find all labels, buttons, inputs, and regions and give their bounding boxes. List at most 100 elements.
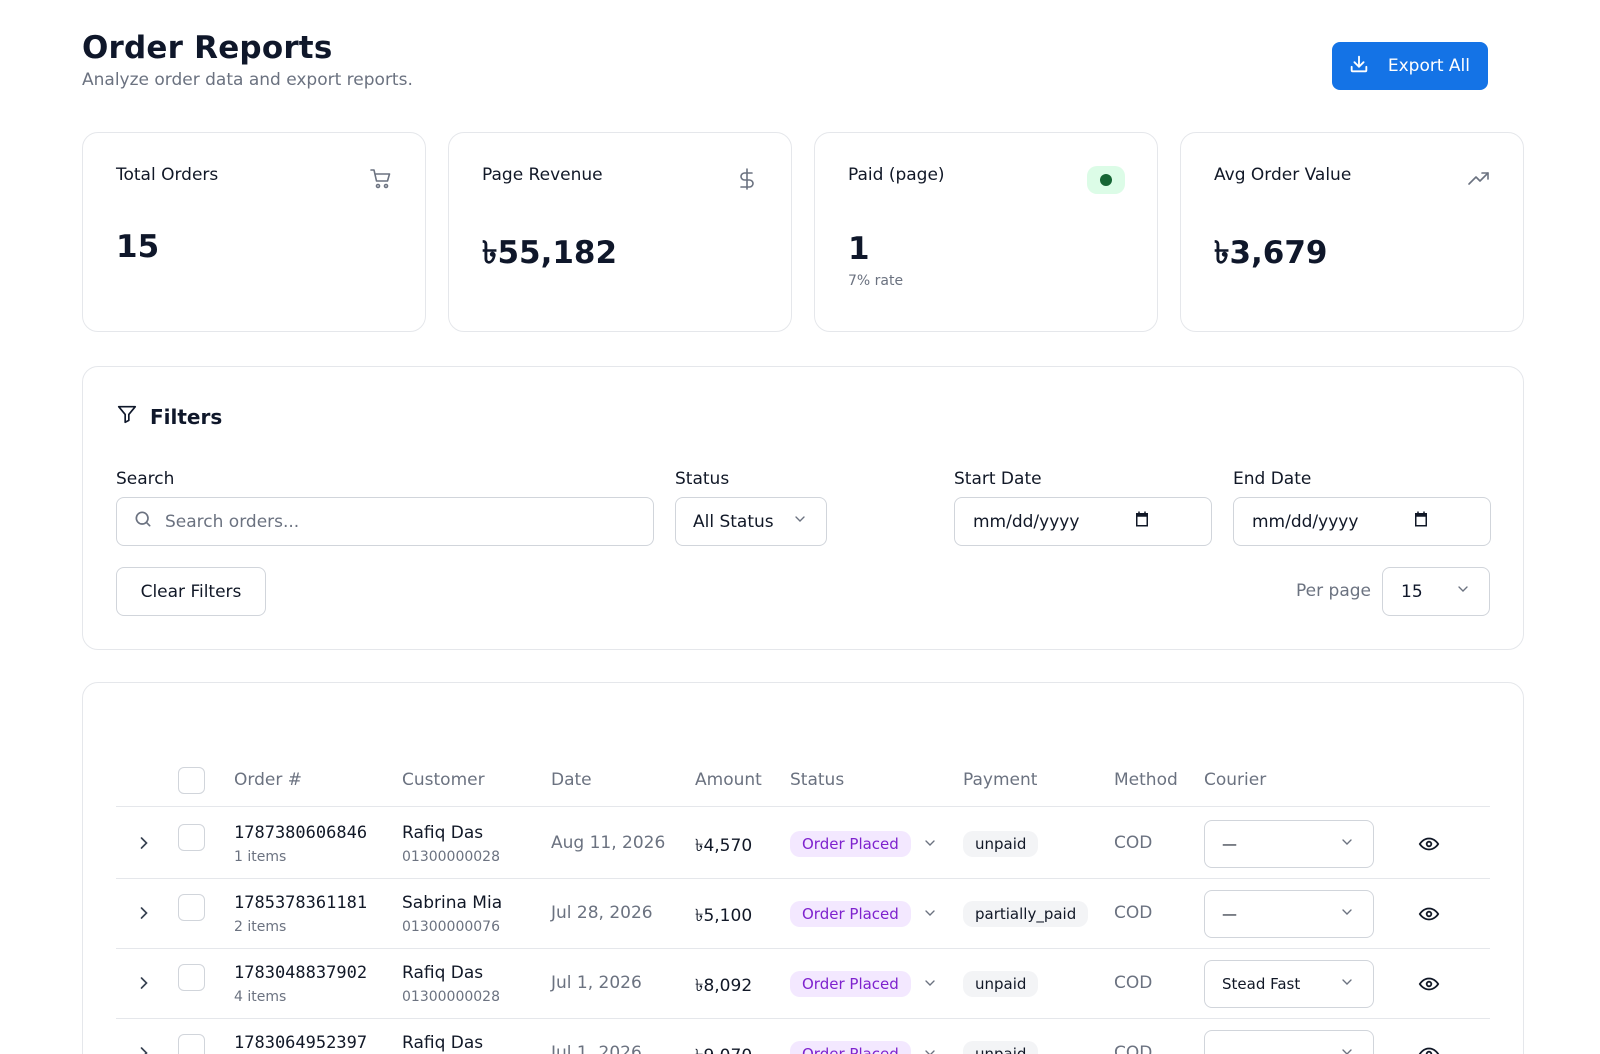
status-badge[interactable]: Order Placed (790, 1041, 911, 1054)
cart-icon (369, 167, 393, 191)
chevron-down-icon[interactable] (922, 1045, 938, 1054)
page-title: Order Reports (82, 30, 333, 66)
column-header-order[interactable]: Order # (234, 770, 302, 790)
table-row: 1785378361181 2 items Sabrina Mia 013000… (116, 877, 1490, 949)
payment-badge: unpaid (963, 971, 1039, 997)
table-row: 1787380606846 1 items Rafiq Das 01300000… (116, 807, 1490, 879)
chevron-right-icon[interactable] (134, 1043, 154, 1054)
order-number[interactable]: 1783064952397 (234, 1033, 368, 1053)
end-date-label: End Date (1233, 469, 1312, 489)
payment-method: COD (1114, 1043, 1153, 1054)
order-amount: ৳9,070 (695, 1043, 752, 1054)
card-avg-order-value: Avg Order Value ৳3,679 (1180, 132, 1524, 332)
status-select[interactable]: All Status (675, 497, 827, 546)
courier-select[interactable]: Stead Fast (1204, 960, 1374, 1008)
row-checkbox[interactable] (178, 824, 205, 851)
column-header-courier[interactable]: Courier (1204, 770, 1267, 790)
column-header-method[interactable]: Method (1114, 770, 1178, 790)
search-box (116, 497, 654, 546)
column-header-date[interactable]: Date (551, 770, 592, 790)
card-value: ৳3,679 (1214, 235, 1328, 271)
row-checkbox[interactable] (178, 894, 205, 921)
order-date: Jul 28, 2026 (551, 903, 653, 923)
order-items-count: 4 items (234, 989, 287, 1005)
filter-icon (116, 403, 138, 430)
status-badge[interactable]: Order Placed (790, 971, 911, 997)
stat-cards: Total Orders 15 Page Revenue ৳55,182 Pai… (82, 132, 1524, 332)
customer-name: Rafiq Das (402, 1033, 484, 1053)
end-date-input[interactable]: mm/dd/yyyy (1233, 497, 1491, 546)
card-value: 15 (116, 229, 160, 265)
chevron-down-icon[interactable] (922, 835, 938, 851)
table-row: 1783048837902 4 items Rafiq Das 01300000… (116, 947, 1490, 1019)
payment-badge: unpaid (963, 831, 1039, 857)
courier-select[interactable]: — (1204, 1030, 1374, 1054)
customer-phone: 01300000028 (402, 989, 500, 1005)
order-date: Aug 11, 2026 (551, 833, 666, 853)
order-date: Jul 1, 2026 (551, 973, 642, 993)
payment-method: COD (1114, 833, 1153, 853)
calendar-icon[interactable] (1133, 510, 1151, 533)
column-header-customer[interactable]: Customer (402, 770, 485, 790)
chevron-down-icon (792, 511, 808, 532)
card-value: 1 (848, 231, 870, 267)
courier-select[interactable]: — (1204, 890, 1374, 938)
filters-panel: Filters Search Status All Status Start D… (82, 366, 1524, 650)
order-number[interactable]: 1783048837902 (234, 963, 368, 983)
card-page-revenue: Page Revenue ৳55,182 (448, 132, 792, 332)
status-label: Status (675, 469, 730, 489)
calendar-icon[interactable] (1412, 510, 1430, 533)
row-checkbox[interactable] (178, 1034, 205, 1054)
eye-icon[interactable] (1418, 833, 1440, 855)
orders-table: Order # Customer Date Amount Status Paym… (82, 682, 1524, 1054)
chevron-down-icon (1339, 1044, 1355, 1054)
chevron-right-icon[interactable] (134, 833, 154, 853)
column-header-status[interactable]: Status (790, 770, 845, 790)
dollar-icon (735, 167, 759, 191)
card-label: Paid (page) (848, 165, 945, 185)
filters-title-label: Filters (150, 404, 223, 429)
page-header: Order Reports Analyze order data and exp… (82, 30, 1488, 100)
order-number[interactable]: 1785378361181 (234, 893, 368, 913)
card-total-orders: Total Orders 15 (82, 132, 426, 332)
trending-up-icon (1467, 167, 1491, 191)
courier-select[interactable]: — (1204, 820, 1374, 868)
courier-select-value: — (1222, 905, 1237, 923)
chevron-right-icon[interactable] (134, 903, 154, 923)
eye-icon[interactable] (1418, 1043, 1440, 1054)
status-badge[interactable]: Order Placed (790, 901, 911, 927)
customer-phone: 01300000076 (402, 919, 500, 935)
payment-method: COD (1114, 903, 1153, 923)
row-checkbox[interactable] (178, 964, 205, 991)
clear-filters-button[interactable]: Clear Filters (116, 567, 266, 616)
order-number[interactable]: 1787380606846 (234, 823, 368, 843)
table-row: 1783064952397 Rafiq Das Jul 1, 2026 ৳9,0… (116, 1017, 1490, 1054)
start-date-label: Start Date (954, 469, 1042, 489)
eye-icon[interactable] (1418, 973, 1440, 995)
chevron-down-icon (1339, 834, 1355, 854)
per-page-label: Per page (1296, 581, 1371, 601)
card-label: Page Revenue (482, 165, 603, 185)
start-date-input[interactable]: mm/dd/yyyy (954, 497, 1212, 546)
download-icon (1348, 53, 1370, 80)
chevron-right-icon[interactable] (134, 973, 154, 993)
chevron-down-icon[interactable] (922, 905, 938, 921)
select-all-checkbox[interactable] (178, 767, 205, 794)
chevron-down-icon (1339, 974, 1355, 994)
courier-select-value: — (1222, 835, 1237, 853)
end-date-value: mm/dd/yyyy (1252, 511, 1359, 532)
search-input[interactable] (165, 511, 645, 532)
export-all-button[interactable]: Export All (1331, 42, 1488, 90)
start-date-value: mm/dd/yyyy (973, 511, 1080, 532)
per-page-select[interactable]: 15 (1382, 567, 1490, 616)
order-amount: ৳4,570 (695, 836, 753, 856)
chevron-down-icon[interactable] (922, 975, 938, 991)
column-header-amount[interactable]: Amount (695, 770, 762, 790)
payment-badge: unpaid (963, 1041, 1039, 1054)
eye-icon[interactable] (1418, 903, 1440, 925)
courier-select-value: — (1222, 1045, 1237, 1054)
search-label: Search (116, 469, 175, 489)
courier-select-value: Stead Fast (1222, 975, 1301, 993)
column-header-payment[interactable]: Payment (963, 770, 1038, 790)
status-badge[interactable]: Order Placed (790, 831, 911, 857)
